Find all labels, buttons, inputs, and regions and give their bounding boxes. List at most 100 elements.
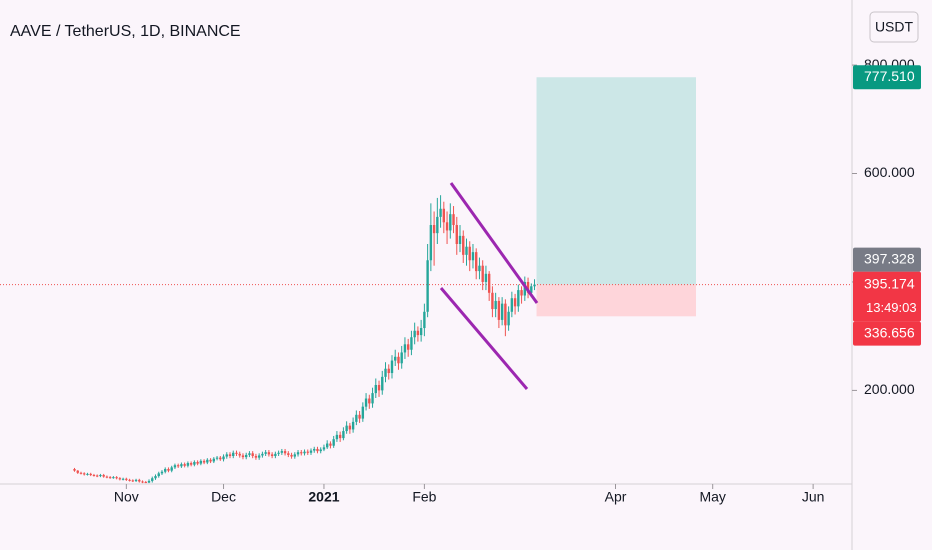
candle-body xyxy=(144,482,147,484)
candle-body xyxy=(215,457,219,459)
candle-body xyxy=(118,478,122,480)
candle-body xyxy=(105,476,109,478)
candle-body xyxy=(439,208,442,217)
candle-body xyxy=(196,461,199,464)
high-label-bg xyxy=(853,247,921,272)
x-tick-label: Dec xyxy=(211,489,236,505)
candle-body xyxy=(151,478,154,481)
candle-body xyxy=(384,368,387,377)
x-tick-label: Apr xyxy=(605,489,627,505)
candle-body xyxy=(219,457,222,460)
channel-upper xyxy=(449,182,539,304)
candle-body xyxy=(108,477,112,479)
candle-body xyxy=(351,421,355,430)
candle-body xyxy=(167,469,170,471)
candle-body xyxy=(491,292,494,310)
candle-body xyxy=(277,452,280,454)
candle-body xyxy=(442,208,446,223)
candle-body xyxy=(121,478,125,480)
candle-body xyxy=(83,473,86,475)
candle-body xyxy=(280,451,284,453)
candle-body xyxy=(510,298,514,312)
candle-body xyxy=(355,414,358,422)
target-label: 777.510 xyxy=(864,68,915,84)
candle-body xyxy=(209,459,212,462)
high-label: 397.328 xyxy=(864,250,915,266)
candle-body xyxy=(507,311,510,326)
candle-body xyxy=(429,225,433,261)
candle-body xyxy=(478,265,481,272)
candle-body xyxy=(300,452,303,454)
x-tick-label: Nov xyxy=(114,489,139,505)
candle-body xyxy=(79,472,83,474)
candle-body xyxy=(526,281,530,293)
candle-body xyxy=(125,478,128,480)
candle-body xyxy=(377,384,381,391)
candle-body xyxy=(458,235,462,244)
candle-body xyxy=(481,265,484,282)
candle-body xyxy=(329,443,332,446)
candle-body xyxy=(173,465,177,468)
candle-body xyxy=(436,216,439,234)
candle-body xyxy=(309,450,313,453)
candle-body xyxy=(89,473,92,475)
candle-body xyxy=(202,460,206,463)
candle-body xyxy=(338,434,342,439)
candle-body xyxy=(319,449,322,452)
candle-body xyxy=(141,481,144,483)
candle-body xyxy=(345,425,348,432)
candle-body xyxy=(131,480,135,482)
candle-body xyxy=(413,330,416,338)
candle-body xyxy=(257,455,261,458)
candle-body xyxy=(497,300,501,320)
target-label-bg xyxy=(853,65,921,90)
candle-body xyxy=(462,235,465,255)
candle-body xyxy=(332,439,335,446)
y-tick-label: 600.000 xyxy=(864,164,915,180)
stop-zone xyxy=(536,284,696,317)
candle-body xyxy=(241,455,245,458)
candle-body xyxy=(520,290,523,296)
candle-body xyxy=(95,475,99,477)
candle-body xyxy=(416,330,420,336)
candle-body xyxy=(290,454,293,457)
candle-body xyxy=(475,252,478,272)
candle-body xyxy=(406,344,410,350)
candle-body xyxy=(186,463,190,466)
candle-body xyxy=(76,470,79,473)
x-tick-label: Jun xyxy=(802,489,825,505)
candle-body xyxy=(254,456,258,458)
candle-body xyxy=(199,460,203,464)
candle-body xyxy=(494,300,497,310)
candle-body xyxy=(189,463,193,465)
currency-label: USDT xyxy=(875,19,914,35)
candle-body xyxy=(228,454,232,457)
candle-body xyxy=(303,451,306,454)
candle-body xyxy=(147,480,151,483)
candle-body xyxy=(394,356,397,361)
candle-body xyxy=(452,214,455,226)
candle-body xyxy=(176,465,180,467)
countdown-label: 13:49:03 xyxy=(866,300,917,315)
candle-body xyxy=(296,452,300,455)
candle-body xyxy=(264,452,267,454)
candle-body xyxy=(99,474,102,477)
candle-body xyxy=(283,451,287,454)
candle-body xyxy=(374,384,377,394)
candle-body xyxy=(523,281,527,296)
candle-body xyxy=(423,311,426,329)
currency-button[interactable] xyxy=(869,11,919,43)
candle-body xyxy=(371,393,374,404)
candle-body xyxy=(348,425,352,430)
candle-body xyxy=(251,453,254,457)
candle-body xyxy=(134,479,138,481)
x-tick-label: Feb xyxy=(412,489,436,505)
candle-body xyxy=(432,225,436,234)
candle-body xyxy=(160,471,164,474)
candle-body xyxy=(270,454,274,457)
candle-body xyxy=(364,398,368,407)
candle-body xyxy=(487,273,491,293)
candle-body xyxy=(410,337,413,350)
candle-body xyxy=(465,246,468,255)
